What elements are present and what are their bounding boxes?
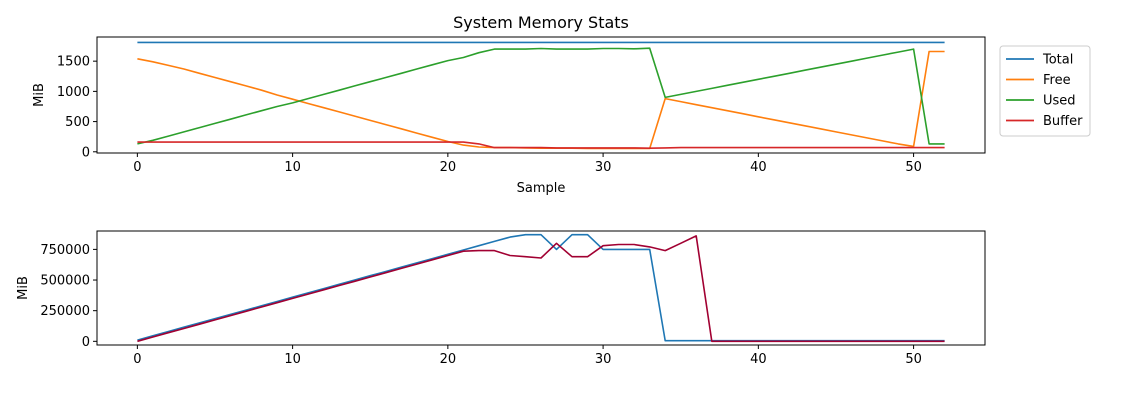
top-x-axis-label: Sample (517, 181, 566, 196)
top-x-tick-label: 20 (440, 160, 457, 175)
bottom-x-tick-label: 20 (440, 352, 457, 367)
legend-box (999, 45, 1091, 137)
bottom-axis-ticks: 0 10 20 30 40 50 0 250000 500000 750000 (40, 243, 922, 367)
chart-title: System Memory Stats (453, 13, 629, 32)
top-series-lines (137, 41, 945, 150)
bottom-x-tick-label: 0 (133, 352, 141, 367)
top-series-line-buffer (137, 141, 945, 149)
bottom-y-tick-label: 250000 (40, 304, 90, 319)
top-x-tick-label: 0 (133, 160, 141, 175)
top-chart: System Memory Stats 0 10 20 30 40 50050010001… (32, 13, 1091, 196)
top-x-tick-label: 50 (905, 160, 922, 175)
top-y-tick-label: 500 (65, 115, 90, 130)
top-x-tick-label: 30 (595, 160, 612, 175)
top-plot-area (96, 36, 986, 154)
top-y-tick-label: 1500 (57, 55, 90, 70)
legend-label-buffer: Buffer (1043, 114, 1083, 129)
bottom-chart: 0 10 20 30 40 50 0 250000 500000 750000 MiB (16, 230, 986, 367)
bottom-y-tick-label: 750000 (40, 243, 90, 258)
top-y-tick-label: 0 (82, 145, 90, 160)
top-y-axis-label: MiB (32, 83, 47, 107)
top-series-line-used (137, 47, 945, 145)
bottom-y-tick-label: 0 (82, 335, 90, 350)
legend-label-used: Used (1043, 94, 1076, 109)
bottom-plot-area (96, 230, 986, 346)
bottom-x-tick-label: 50 (905, 352, 922, 367)
top-x-tick-label: 10 (284, 160, 301, 175)
bottom-series-line-series-1 (137, 235, 945, 343)
bottom-x-tick-label: 10 (284, 352, 301, 367)
legend-label-total: Total (1042, 53, 1073, 68)
top-y-tick-label: 1000 (57, 85, 90, 100)
bottom-y-tick-label: 500000 (40, 274, 90, 289)
bottom-x-tick-label: 40 (750, 352, 767, 367)
bottom-series-lines (137, 233, 945, 343)
bottom-y-axis-label: MiB (16, 276, 31, 300)
legend: Total Free Used Buffer (999, 45, 1091, 137)
top-x-tick-label: 40 (750, 160, 767, 175)
bottom-x-tick-label: 30 (595, 352, 612, 367)
legend-label-free: Free (1043, 73, 1071, 88)
